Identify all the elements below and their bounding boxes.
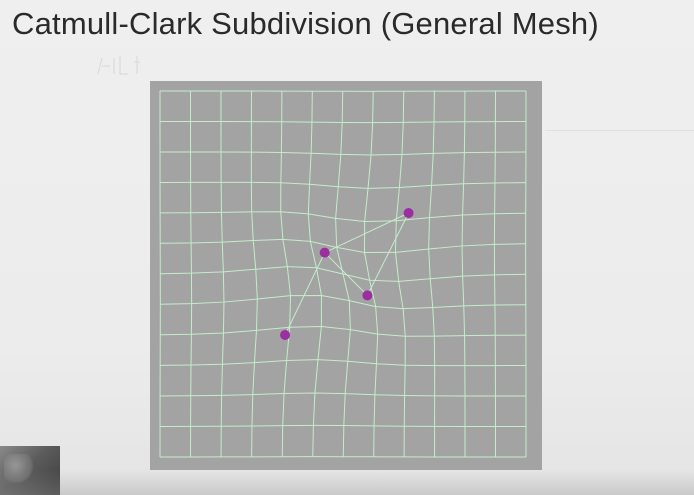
mesh-row-line [160,325,526,337]
mesh-irregular-edge [284,252,326,336]
mesh-row-line [160,151,526,156]
bottom-shade [0,470,694,495]
mesh-column-line [189,91,193,457]
mesh-column-line [394,91,406,457]
mesh-row-line [160,181,526,189]
mesh-vertices [280,208,414,340]
mesh-row-line [160,120,526,124]
mesh-column-line [250,91,258,457]
mesh-irregular-edge [366,212,410,296]
mesh-row-line [160,392,526,397]
extraordinary-vertex [280,330,291,340]
mesh-irregular-edge [324,212,409,254]
mesh-row-line [160,424,526,428]
mesh-column-line [335,91,351,457]
mesh-column-line [280,91,292,457]
faint-scribble [97,56,140,75]
extraordinary-vertex [362,290,373,301]
mesh-row-line [160,295,526,310]
mesh-grid-lines [159,90,527,458]
presenter-video-thumbnail [0,446,60,495]
subdivision-mesh [159,90,527,458]
mesh-column-line [461,91,466,457]
mesh-irregular-edge [324,252,368,296]
extraordinary-vertex [319,247,330,258]
extraordinary-vertex [403,208,414,218]
mesh-column-line [364,91,379,457]
mesh-row-line [160,211,526,223]
mesh-column-line [428,91,436,457]
mesh-row-line [160,359,526,367]
mesh-column-line [493,91,497,457]
mesh-viewport [150,81,542,470]
faint-divider [545,130,694,131]
mesh-column-line [220,91,225,457]
mesh-column-line [307,91,322,457]
slide-title: Catmull-Clark Subdivision (General Mesh) [12,6,599,41]
mesh-row-line [160,238,526,253]
